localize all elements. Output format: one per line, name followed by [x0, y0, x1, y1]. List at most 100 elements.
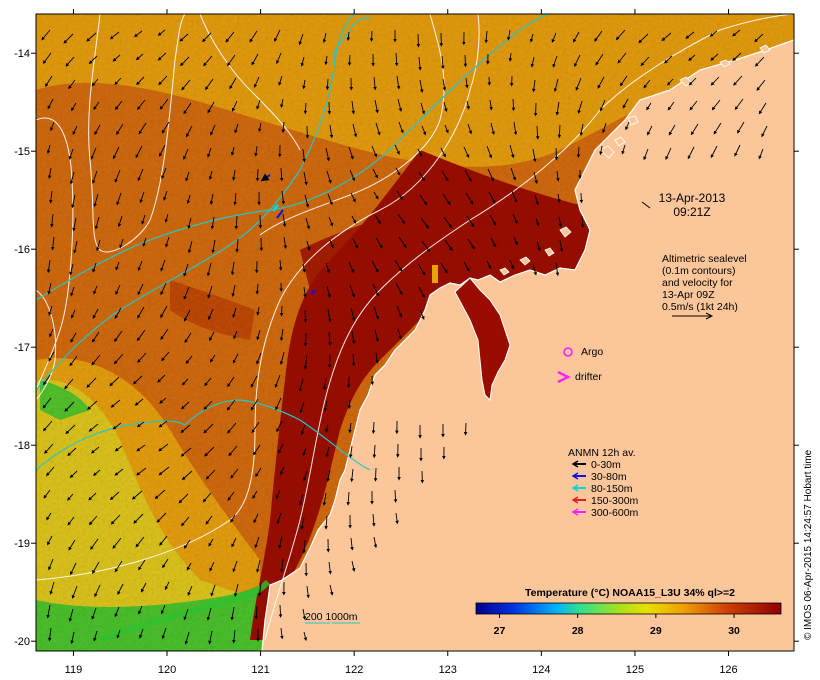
velocity-arrow: [256, 99, 261, 110]
velocity-arrow: [535, 125, 540, 140]
velocity-arrow: [754, 56, 765, 67]
velocity-arrow: [556, 170, 560, 182]
velocity-arrow: [252, 490, 258, 500]
velocity-arrow: [88, 55, 98, 65]
velocity-arrow: [205, 78, 214, 91]
velocity-arrow: [488, 191, 496, 204]
velocity-arrow: [419, 309, 425, 320]
velocity-arrow: [329, 584, 334, 596]
velocity-arrow: [394, 144, 400, 155]
velocity-arrow: [142, 237, 147, 247]
velocity-arrow: [619, 75, 628, 87]
velocity-arrow: [574, 54, 581, 68]
velocity-arrow: [181, 470, 193, 481]
velocity-arrow: [486, 145, 493, 159]
velocity-arrow: [157, 29, 166, 36]
velocity-arrow: [299, 401, 305, 414]
velocity-arrow: [303, 355, 308, 370]
velocity-arrow: [159, 98, 169, 110]
velocity-arrow: [255, 283, 260, 295]
velocity-arrow: [685, 31, 695, 39]
velocity-arrow: [136, 329, 146, 342]
velocity-arrow: [347, 399, 352, 410]
velocity-arrow: [298, 378, 304, 393]
altimetry-line-1: Altimetric sealevel: [662, 253, 747, 265]
velocity-arrow: [231, 100, 238, 112]
velocity-arrow: [94, 584, 101, 598]
velocity-arrow: [187, 240, 193, 254]
velocity-arrow: [134, 30, 143, 38]
velocity-arrow: [395, 282, 403, 295]
velocity-arrow: [46, 259, 51, 274]
velocity-arrow: [205, 515, 213, 525]
velocity-arrow: [109, 31, 120, 40]
velocity-arrow: [180, 516, 190, 527]
velocity-arrow: [228, 445, 238, 457]
lon-tick-label: 121: [251, 664, 269, 676]
velocity-arrow: [530, 56, 535, 68]
velocity-arrow: [91, 78, 99, 87]
velocity-arrow: [232, 353, 239, 364]
velocity-arrow: [186, 194, 191, 205]
velocity-arrow: [164, 581, 170, 591]
velocity-arrow: [532, 79, 536, 93]
velocity-arrow: [398, 236, 407, 249]
velocity-arrow: [184, 631, 190, 645]
velocity-arrow: [373, 76, 377, 91]
velocity-arrow: [159, 144, 166, 157]
velocity-arrow: [92, 561, 100, 574]
velocity-arrow: [73, 240, 78, 254]
king-sound-inlet: [454, 277, 511, 402]
velocity-arrow: [346, 491, 351, 506]
velocity-arrow: [116, 123, 124, 135]
velocity-arrow: [137, 168, 144, 182]
velocity-arrow: [253, 444, 261, 456]
velocity-arrow: [374, 99, 379, 114]
velocity-arrow: [506, 29, 511, 41]
velocity-arrow: [160, 259, 166, 272]
velocity-arrow: [135, 53, 144, 61]
velocity-arrow: [110, 514, 121, 525]
velocity-arrow: [68, 148, 74, 160]
velocity-arrow: [303, 286, 307, 298]
velocity-arrow: [373, 536, 378, 549]
velocity-arrow: [207, 101, 215, 114]
velocity-arrow: [594, 30, 603, 42]
velocity-arrow: [42, 52, 52, 65]
velocity-arrow: [512, 213, 518, 225]
velocity-arrow: [667, 101, 675, 111]
velocity-arrow: [418, 56, 422, 71]
velocity-arrow: [42, 397, 52, 409]
drifter-label: drifter: [575, 371, 602, 383]
velocity-arrow: [139, 191, 145, 204]
velocity-arrow: [234, 123, 239, 134]
velocity-arrow: [131, 490, 143, 500]
velocity-arrow: [689, 100, 698, 111]
velocity-arrow: [138, 559, 146, 571]
platform-legend: Argo drifter: [557, 346, 603, 384]
altimetry-line-4: 13-Apr 09Z: [662, 289, 715, 301]
velocity-arrow: [441, 170, 449, 182]
velocity-arrow: [732, 29, 741, 37]
velocity-arrow: [373, 191, 379, 200]
velocity-arrow: [688, 77, 697, 86]
velocity-arrow: [183, 263, 189, 277]
velocity-arrow: [615, 29, 626, 41]
anmn-legend-item: 30-80m: [591, 471, 627, 483]
velocity-arrow: [67, 516, 75, 526]
velocity-arrow: [209, 561, 215, 572]
velocity-arrow: [48, 351, 55, 362]
velocity-arrow: [306, 240, 311, 251]
velocity-arrow: [165, 236, 170, 248]
velocity-arrow: [323, 400, 328, 412]
velocity-arrow: [559, 239, 564, 253]
velocity-arrow: [67, 493, 74, 501]
velocity-arrow: [136, 76, 145, 86]
velocity-arrow: [325, 147, 331, 162]
velocity-arrow: [303, 102, 308, 115]
velocity-arrow: [375, 352, 379, 364]
velocity-arrow: [41, 29, 51, 41]
velocity-arrow: [595, 53, 604, 66]
velocity-arrow: [136, 99, 146, 111]
velocity-arrow: [139, 628, 144, 639]
